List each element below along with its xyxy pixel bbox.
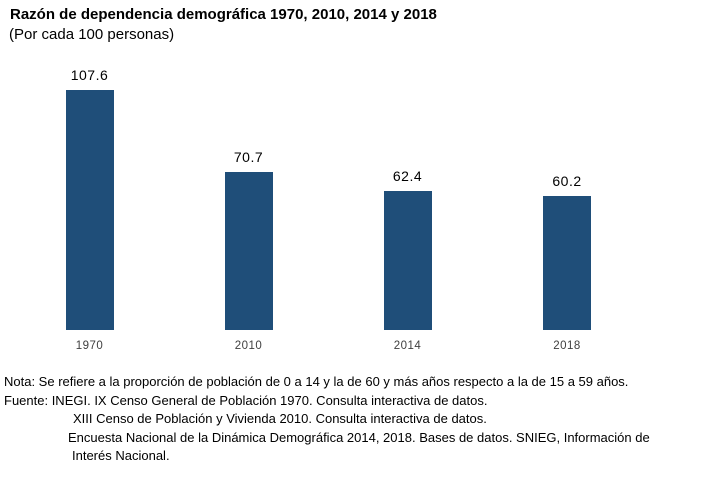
chart-subtitle: (Por cada 100 personas) [9,26,175,43]
footnotes: Nota: Se refiere a la proporción de pobl… [4,373,719,466]
note-text: Nota: Se refiere a la proporción de pobl… [4,374,629,389]
source-line-1: Fuente: INEGI. IX Censo General de Pobla… [4,392,488,408]
bar-chart: 107.6 1970 70.7 2010 62.4 2014 60.2 2018 [65,67,591,352]
source-line-3: Encuesta Nacional de la Dinámica Demográ… [68,429,650,445]
source-line-2: XIII Censo de Población y Vivienda 2010.… [73,411,487,427]
bar-2018 [543,196,591,330]
bar-2014 [383,191,432,330]
bar-1970 [65,90,114,330]
category-label-1970: 1970 [75,340,104,352]
category-label-2010: 2010 [234,340,263,352]
value-label-1970: 107.6 [70,67,109,83]
category-label-2018: 2018 [553,340,581,352]
category-label-2014: 2014 [393,340,422,352]
value-label-2018: 60.2 [552,173,582,189]
source-line-4: Interés Nacional. [72,448,170,464]
bar-2010 [224,172,273,330]
value-label-2010: 70.7 [233,149,264,165]
chart-title: Razón de dependencia demográfica 1970, 2… [10,6,437,23]
value-label-2014: 62.4 [392,168,423,184]
